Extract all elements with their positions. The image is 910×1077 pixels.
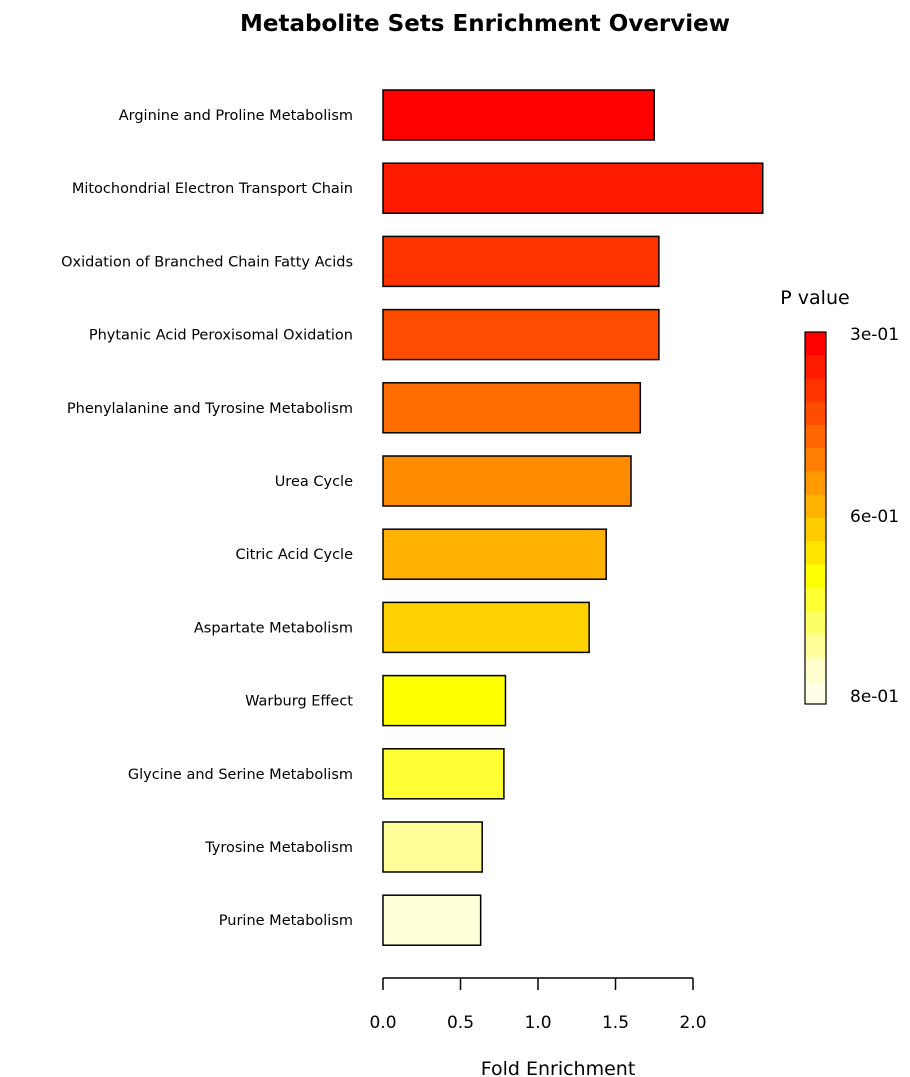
category-label: Arginine and Proline Metabolism	[119, 108, 353, 124]
category-label: Mitochondrial Electron Transport Chain	[72, 181, 353, 197]
bar	[382, 748, 505, 800]
category-label: Glycine and Serine Metabolism	[128, 767, 353, 783]
x-tick-label: 0.5	[447, 1013, 474, 1033]
x-tick-label: 1.0	[524, 1013, 551, 1033]
bars-layer	[382, 89, 764, 946]
legend-swatch	[805, 634, 826, 658]
legend-swatch	[805, 471, 826, 496]
category-label: Urea Cycle	[275, 474, 353, 490]
legend-frame	[804, 331, 827, 705]
bar	[382, 528, 607, 580]
category-label: Aspartate Metabolism	[194, 620, 353, 636]
bar	[382, 821, 483, 873]
chart-title: Metabolite Sets Enrichment Overview	[240, 11, 730, 37]
legend-swatch	[805, 494, 826, 519]
category-label: Phytanic Acid Peroxisomal Oxidation	[89, 328, 353, 344]
legend-swatch	[805, 401, 826, 426]
legend-swatch	[805, 611, 826, 635]
legend-label: 6e-01	[850, 507, 899, 527]
category-label: Purine Metabolism	[219, 913, 353, 929]
bar	[382, 235, 660, 288]
legend-swatch	[805, 425, 826, 449]
category-label: Citric Acid Cycle	[235, 547, 353, 563]
category-label: Phenylalanine and Tyrosine Metabolism	[67, 401, 353, 417]
bar	[382, 894, 482, 946]
bar	[382, 162, 764, 214]
bar	[382, 455, 632, 507]
x-axis: 0.0 0.5 1.0 1.5 2.0	[369, 977, 707, 1033]
legend-swatch	[805, 332, 826, 356]
legend-swatch	[805, 378, 826, 403]
legend-swatch	[805, 448, 826, 472]
legend-swatch	[805, 541, 826, 565]
x-axis-title: Fold Enrichment	[481, 1058, 636, 1077]
legend-swatch	[805, 355, 826, 379]
category-labels: Arginine and Proline Metabolism Mitochond…	[61, 108, 353, 929]
x-tick-label: 1.5	[602, 1013, 629, 1033]
legend-swatch	[805, 564, 826, 589]
legend-label: 8e-01	[850, 687, 899, 707]
legend-swatch	[805, 680, 826, 705]
legend-swatch	[805, 657, 826, 682]
bar	[382, 89, 655, 141]
category-label: Warburg Effect	[245, 694, 353, 710]
legend-swatch	[805, 518, 826, 542]
x-tick-label: 0.0	[369, 1013, 396, 1033]
legend-title: P value	[780, 287, 849, 309]
bar	[382, 674, 507, 727]
category-label: Oxidation of Branched Chain Fatty Acids	[61, 254, 353, 270]
category-label: Tyrosine Metabolism	[204, 840, 353, 856]
p-value-legend: P value 3e-01 6e-01 8e-01	[780, 287, 899, 707]
bar	[382, 601, 590, 654]
x-tick-label: 2.0	[679, 1013, 706, 1033]
bar	[382, 308, 660, 361]
legend-label: 3e-01	[850, 325, 899, 345]
legend-swatch	[805, 587, 826, 612]
bar	[382, 382, 642, 434]
